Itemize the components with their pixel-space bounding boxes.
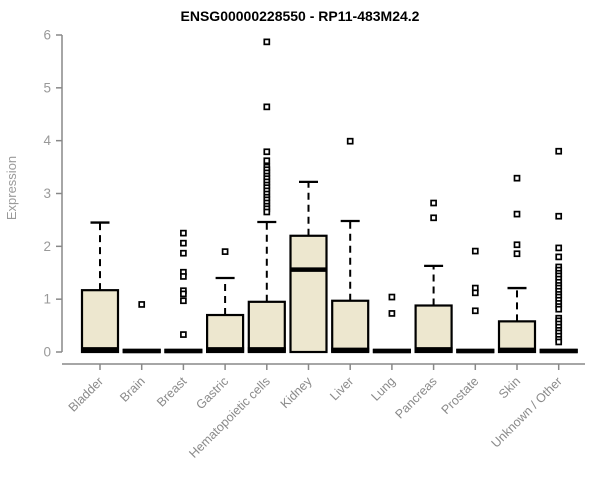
outlier-point [180,290,187,298]
outlier-point [180,239,187,247]
box-group-gastric [206,248,245,354]
box-iqr [331,299,370,354]
outlier-point [180,229,187,237]
box-iqr [497,320,537,354]
outlier-point [263,38,271,46]
box-iqr [414,304,453,354]
x-tick-label: Kidney [278,374,315,411]
box-iqr [247,300,286,354]
outlier-point [138,301,146,308]
outlier-point [263,103,271,111]
outlier-point [346,137,354,145]
outlier-point [263,148,271,156]
outlier-point [513,174,521,182]
outlier-point [180,297,187,305]
y-tick-label: 6 [43,28,51,43]
outlier-point [180,249,187,257]
outlier-point [388,310,396,317]
outlier-point [263,208,271,216]
x-tick-label: Breast [154,374,190,410]
box-iqr [289,234,328,354]
box-group-lung [372,293,411,354]
box-group-kidney [289,180,328,354]
outlier-point [513,250,521,258]
outlier-point [430,214,437,222]
outlier-point [471,307,479,315]
x-tick-label: Lung [368,374,398,404]
x-tick-label: Bladder [66,374,106,414]
box-iqr [206,313,245,354]
box-group-breast [164,229,203,354]
box-group-prostate [456,247,495,354]
x-tick-label: Hematopoietic cells [186,374,273,461]
x-tick-label: Pancreas [392,374,439,421]
x-tick-label: Unknown / Other [489,374,565,450]
outlier-point [513,210,521,218]
outlier-point [513,241,521,249]
box-group-hematopoietic-cells [247,38,286,354]
y-tick-label: 3 [43,186,51,201]
box-group-pancreas [414,199,453,354]
outlier-point [180,331,187,338]
y-tick-label: 1 [43,292,51,307]
outlier-point [263,157,271,165]
outlier-point [555,147,563,155]
x-tick-label: Skin [496,374,523,401]
x-tick-label: Prostate [439,374,482,417]
chart-title: ENSG00000228550 - RP11-483M24.2 [181,8,420,24]
y-tick-label: 2 [43,239,51,254]
box-group-unknown-other [539,147,578,354]
box-group-brain [122,301,161,354]
y-axis-title: Expression [4,156,19,220]
outlier-point [555,253,563,261]
outlier-point [388,293,396,301]
box-group-skin [497,174,537,354]
outlier-point [471,247,479,255]
x-tick-label: Liver [327,374,356,403]
box-group-liver [331,137,370,354]
box-iqr [80,289,120,354]
outlier-point [221,248,229,255]
outlier-point [555,305,563,313]
plot-area [80,38,578,354]
x-tick-label: Brain [117,374,148,405]
x-tick-label: Gastric [193,374,231,412]
y-tick-label: 0 [43,345,51,360]
box-group-bladder [80,221,120,354]
y-tick-label: 4 [43,133,51,148]
outlier-point [555,338,563,346]
outlier-point [180,273,187,280]
outlier-point [555,212,563,220]
outlier-point [555,244,563,252]
y-tick-label: 5 [43,80,51,95]
outlier-point [471,289,479,297]
outlier-point [430,199,437,207]
